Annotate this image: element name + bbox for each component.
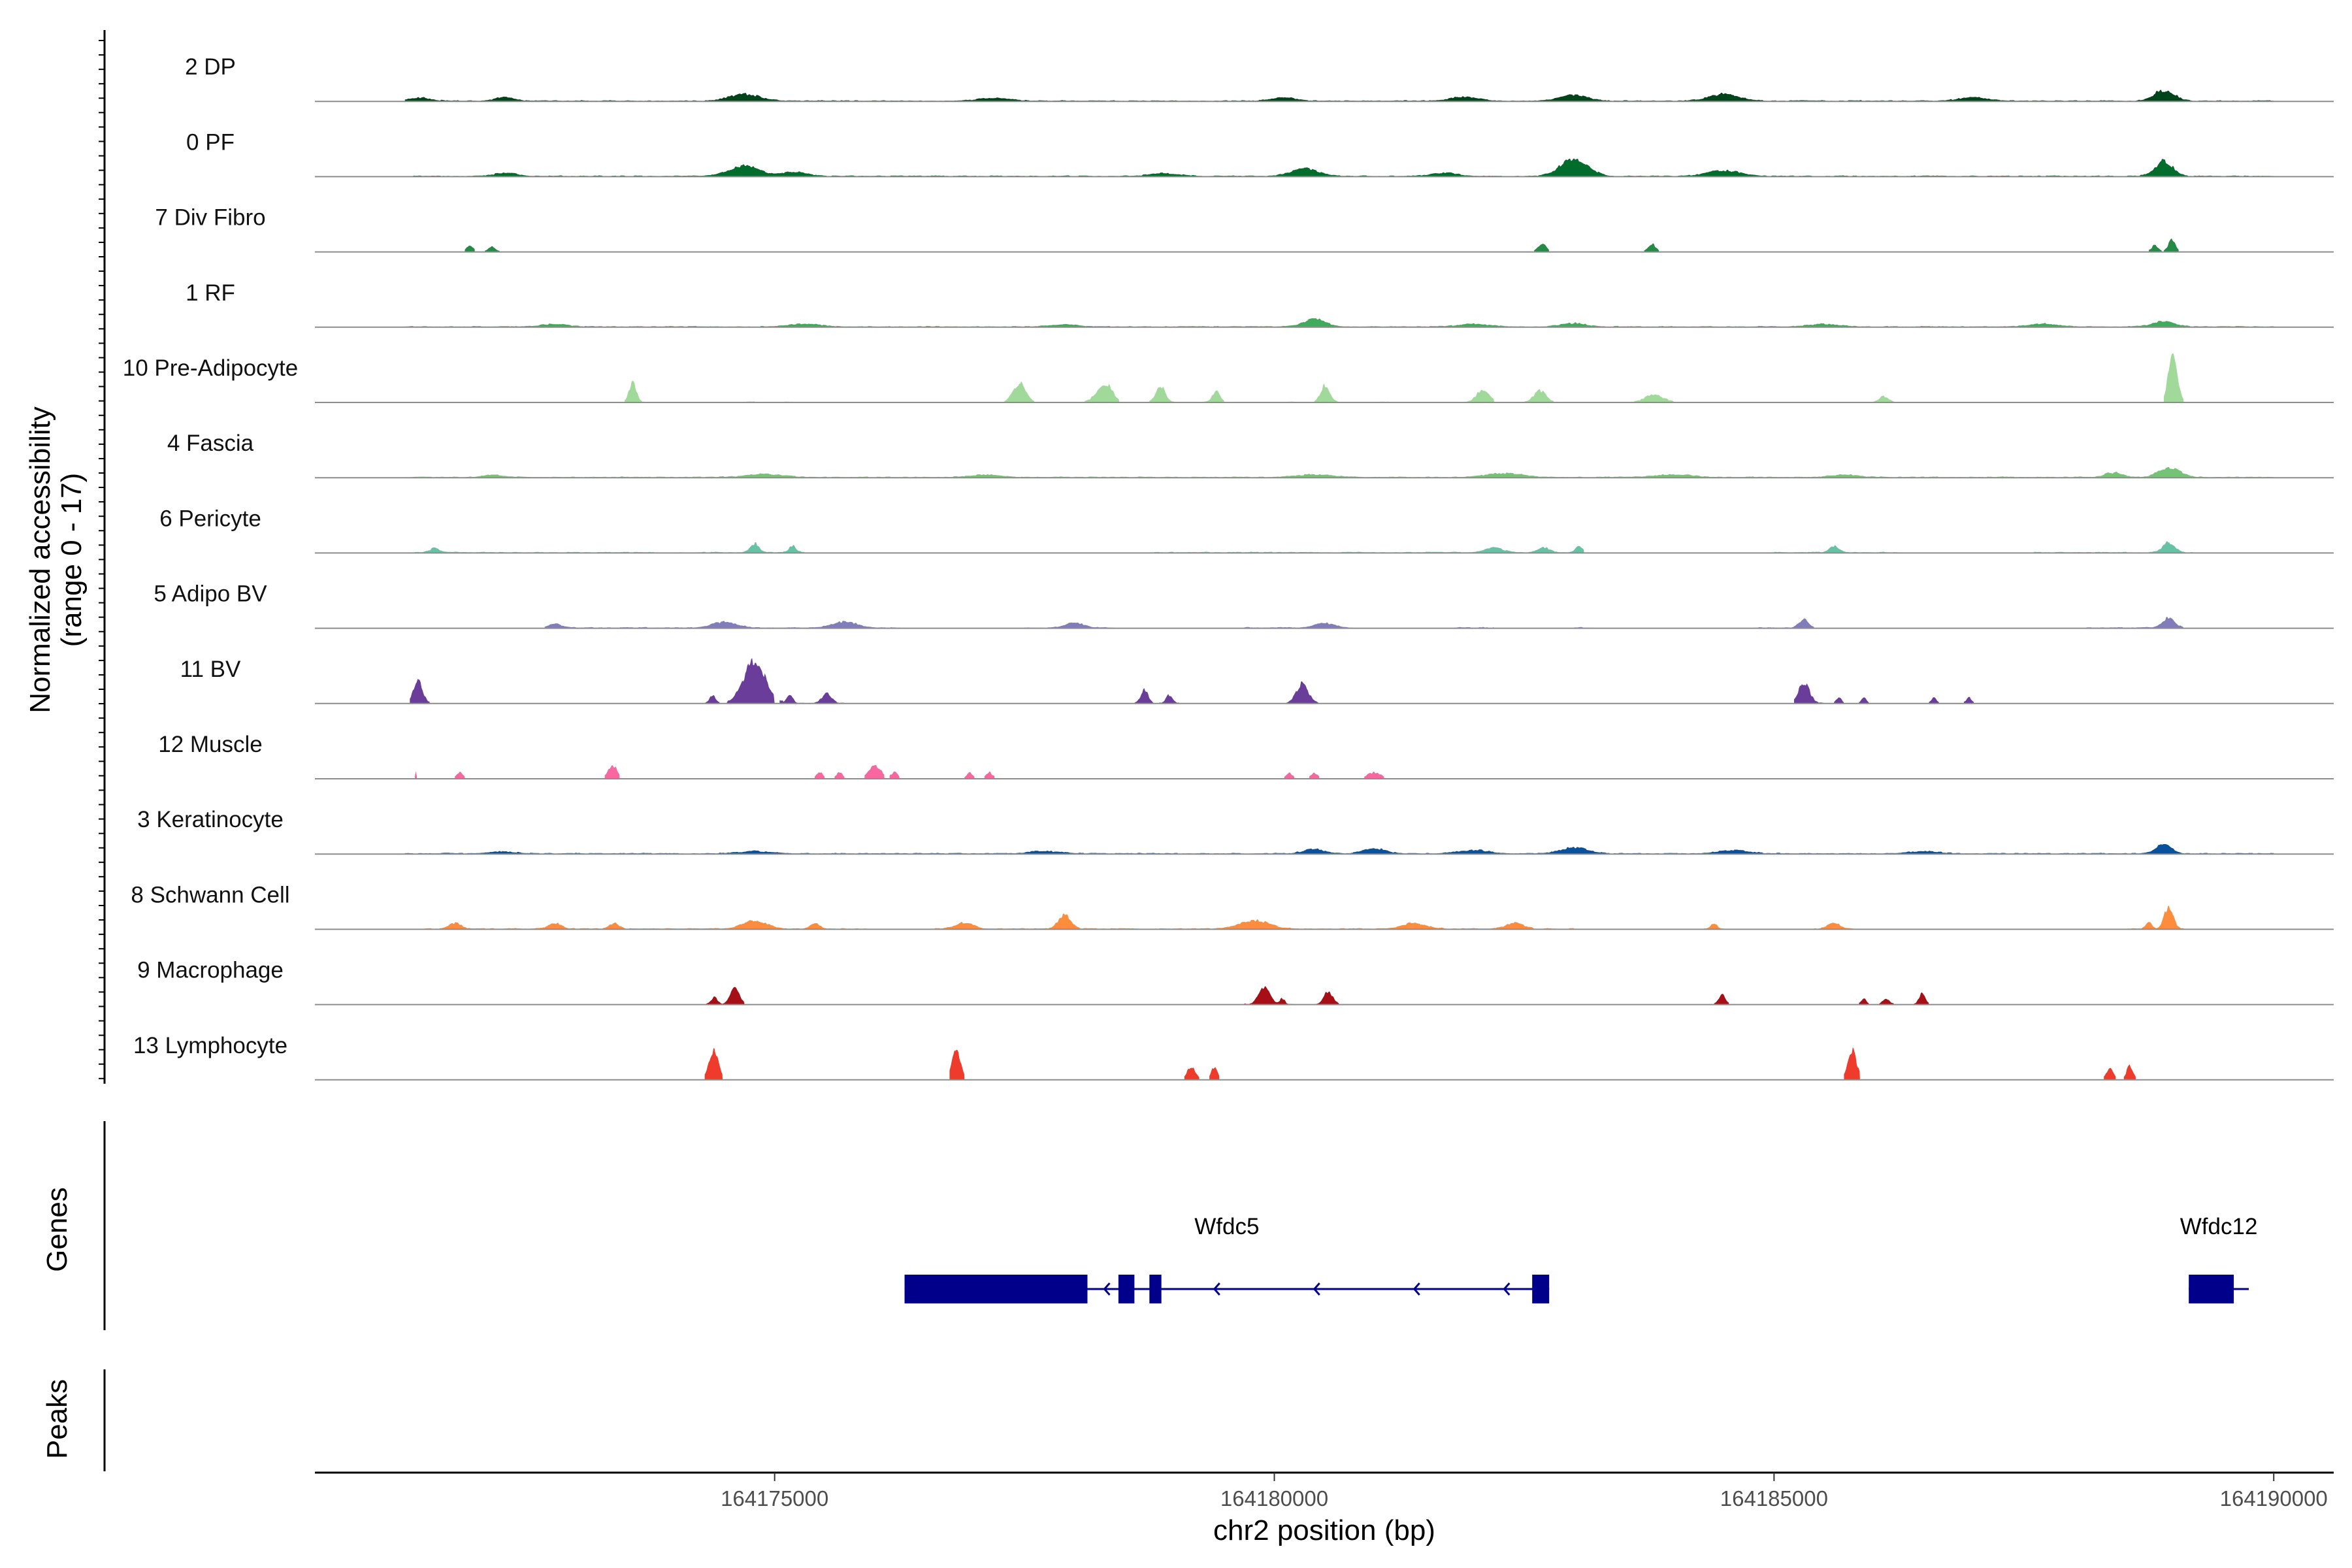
strand-arrow [1413, 1282, 1420, 1296]
track-signal [465, 238, 2179, 252]
gene-exon [1149, 1275, 1162, 1303]
x-tick-label: 164175000 [721, 1486, 828, 1511]
track-signal [404, 90, 2274, 102]
x-tick-label: 164180000 [1220, 1486, 1328, 1511]
track-signal [625, 353, 2184, 402]
track-6-pericyte: 6 Pericyte [159, 506, 2334, 554]
strand-arrow [1213, 1282, 1220, 1296]
track-3-keratinocyte: 3 Keratinocyte [137, 807, 2334, 855]
track-label: 9 Macrophage [137, 958, 284, 983]
track-9-macrophage: 9 Macrophage [137, 958, 2334, 1005]
track-label: 8 Schwann Cell [131, 882, 289, 907]
track-signal [404, 466, 2274, 478]
track-signal [425, 906, 2184, 930]
track-11-bv: 11 BV [180, 657, 2334, 704]
track-10-pre-adipocyte: 10 Pre-Adipocyte [123, 353, 2334, 403]
track-signal [415, 541, 2194, 553]
genes-panel-label: Genes [41, 1187, 73, 1272]
track-signal [704, 1047, 2136, 1080]
genes-panel: Genes Wfdc5 Wfdc12 [41, 1121, 2257, 1330]
y-axis-title-range: (range 0 - 17) [56, 473, 88, 647]
gene-exon [1118, 1275, 1135, 1303]
strand-arrow [1313, 1282, 1320, 1296]
track-label: 5 Adipo BV [154, 581, 267, 607]
y-axis-title: Normalized accessibility (range 0 - 17) [24, 406, 88, 713]
track-signal [544, 616, 2184, 629]
track-label: 1 RF [186, 280, 235, 306]
x-tick-label: 164190000 [2220, 1486, 2328, 1511]
strand-arrow [1103, 1282, 1111, 1296]
peaks-panel: Peaks [41, 1369, 106, 1471]
gene-label: Wfdc5 [1194, 1214, 1259, 1239]
strand-arrow [1503, 1282, 1511, 1296]
track-signal [404, 158, 2274, 177]
x-tick-label: 164185000 [1720, 1486, 1828, 1511]
x-axis-title: chr2 position (bp) [1213, 1514, 1435, 1546]
track-12-muscle: 12 Muscle [158, 732, 2334, 779]
track-label: 4 Fascia [167, 431, 254, 456]
track-0-pf: 0 PF [186, 129, 2334, 178]
track-label: 12 Muscle [158, 732, 263, 757]
track-label: 13 Lymphocyte [133, 1033, 287, 1058]
gene-wfdc5: Wfdc5 [904, 1214, 1550, 1303]
x-axis: 164175000 164180000 164185000 164190000 chr… [315, 1471, 2334, 1546]
track-label: 7 Div Fibro [155, 205, 265, 231]
track-4-fascia: 4 Fascia [167, 431, 2334, 479]
gene-annotations: Wfdc5 Wfdc12 [904, 1214, 2258, 1303]
track-5-adipo-bv: 5 Adipo BV [154, 581, 2334, 629]
coverage-tracks: 2 DP 0 PF 7 Div Fibro 1 RF 10 Pre-Adipocyte 4… [123, 54, 2334, 1081]
track-label: 6 Pericyte [159, 506, 261, 531]
x-axis-ticks: 164175000 164180000 164185000 164190000 [721, 1473, 2328, 1511]
track-13-lymphocyte: 13 Lymphocyte [133, 1033, 2334, 1081]
track-label: 11 BV [180, 657, 241, 682]
track-8-schwann-cell: 8 Schwann Cell [131, 882, 2334, 930]
y-axis [99, 30, 106, 1084]
track-label: 0 PF [186, 129, 235, 155]
track-signal [415, 764, 1384, 779]
gene-label: Wfdc12 [2180, 1214, 2258, 1239]
y-axis-title-main: Normalized accessibility [24, 406, 56, 713]
gene-exon [904, 1275, 1088, 1303]
track-signal [410, 658, 1974, 704]
gene-exon [2189, 1275, 2234, 1303]
track-signal [404, 318, 2274, 327]
track-label: 10 Pre-Adipocyte [123, 355, 298, 381]
peaks-panel-label: Peaks [41, 1379, 73, 1459]
track-2-dp: 2 DP [185, 54, 2334, 103]
track-1-rf: 1 RF [186, 280, 2334, 328]
track-label: 3 Keratinocyte [137, 807, 284, 832]
track-label: 2 DP [185, 54, 236, 80]
gene-exon [1532, 1275, 1550, 1303]
track-signal [704, 986, 1929, 1005]
track-signal [404, 843, 2274, 855]
track-7-div-fibro: 7 Div Fibro [155, 205, 2334, 253]
gene-wfdc12: Wfdc12 [2180, 1214, 2258, 1303]
